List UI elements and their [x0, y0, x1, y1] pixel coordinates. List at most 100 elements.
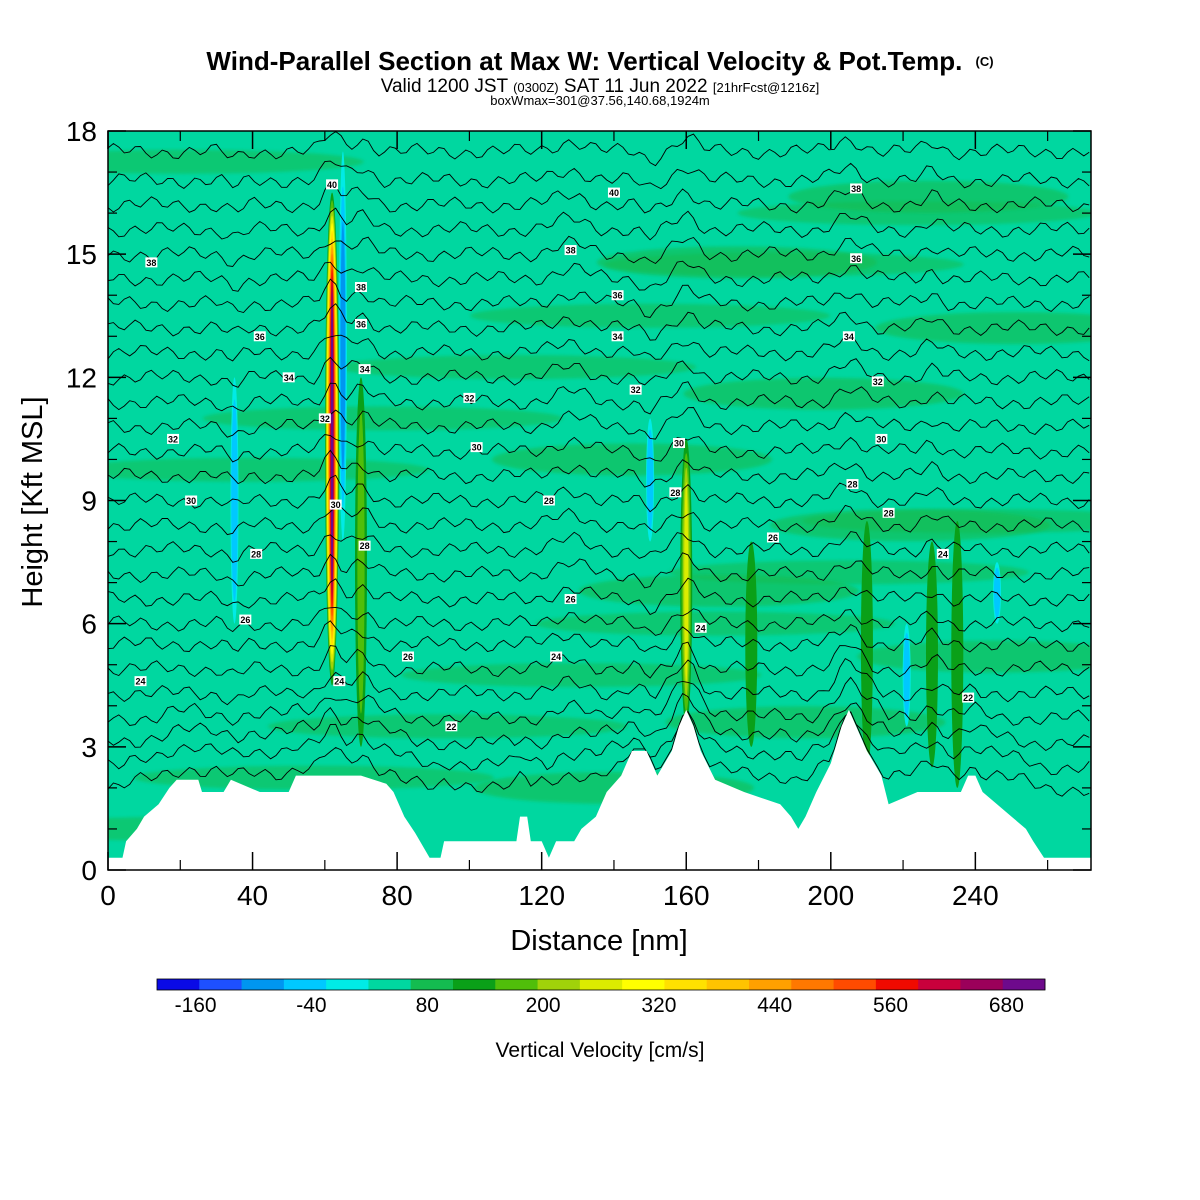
theta-contour — [108, 407, 1090, 440]
colorbar-swatch — [664, 979, 708, 990]
contour-label-bg — [882, 507, 895, 518]
contour-label-text: 36 — [851, 254, 861, 264]
contour-label-text: 24 — [938, 549, 948, 559]
contour-label: 38 — [145, 257, 158, 268]
contour-label: 28 — [882, 507, 895, 518]
updraft-level — [860, 521, 873, 768]
contour-label-bg — [134, 676, 147, 687]
contour-labels: 38 36 34 32 30 28 26 24 40 38 36 34 32 30 28 24 26 22 32 30… — [134, 179, 975, 732]
contour-label-bg — [463, 392, 476, 403]
updraft-column — [680, 438, 693, 727]
contour-label-text: 32 — [631, 385, 641, 395]
contour-label-text: 26 — [768, 533, 778, 543]
colorbar-swatch — [368, 979, 412, 990]
contour-label-bg — [564, 245, 577, 256]
contour-label-text: 38 — [851, 184, 861, 194]
theta-contour — [108, 260, 1090, 292]
contour-label: 26 — [766, 532, 779, 543]
contour-label: 24 — [936, 548, 949, 559]
contour-label-text: 28 — [884, 508, 894, 518]
contour-label: 30 — [185, 495, 198, 506]
contour-label: 26 — [401, 651, 414, 662]
colorbar-swatch — [537, 979, 581, 990]
y-tick-label: 12 — [66, 362, 97, 393]
terrain — [108, 709, 1091, 870]
contour-label-text: 28 — [544, 496, 554, 506]
contour-label: 30 — [329, 499, 342, 510]
colorbar-tick-label: -160 — [175, 994, 217, 1017]
contour-label: 30 — [875, 433, 888, 444]
contour-label: 32 — [871, 376, 884, 387]
colorbar-frame — [156, 978, 1046, 991]
contour-label-text: 24 — [136, 677, 146, 687]
contour-label-text: 24 — [334, 677, 344, 687]
contour-label-text: 22 — [963, 693, 973, 703]
contour-label-text: 30 — [186, 496, 196, 506]
contour-label-text: 38 — [356, 283, 366, 293]
colorbar-swatch — [199, 979, 242, 990]
updraft-level — [925, 541, 938, 768]
contour-label-text: 32 — [168, 434, 178, 444]
field-band — [108, 149, 364, 174]
contour-label-bg — [611, 331, 624, 342]
contour-label-text: 24 — [696, 623, 706, 633]
forecast-tag: [21hrFcst@1216z] — [713, 80, 819, 95]
theta-contour — [108, 235, 1090, 267]
contour-label-text: 28 — [251, 549, 261, 559]
contour-label-text: 30 — [674, 439, 684, 449]
theta-contour — [108, 711, 1090, 776]
terrain-fill — [108, 709, 1091, 870]
theta-contour — [108, 531, 1090, 563]
contour-label-text: 40 — [327, 180, 337, 190]
theta-contour — [108, 692, 1090, 752]
y-tick-label: 18 — [66, 116, 97, 147]
contour-label-text: 32 — [464, 393, 474, 403]
field-band — [683, 377, 964, 410]
x-tick-label: 240 — [952, 880, 999, 911]
colorbar-swatch — [622, 979, 665, 990]
field-band — [108, 457, 429, 482]
contour-label-text: 36 — [613, 291, 623, 301]
contour-label: 34 — [282, 372, 295, 383]
contour-label: 38 — [564, 245, 577, 256]
contour-label-text: 26 — [240, 615, 250, 625]
contour-label-bg — [871, 376, 884, 387]
contour-label-text: 28 — [670, 488, 680, 498]
contour-label: 36 — [850, 253, 863, 264]
updraft-column — [925, 541, 938, 768]
colorbar-swatch — [157, 979, 200, 990]
colorbar-swatch — [791, 979, 834, 990]
contour-label-bg — [239, 614, 252, 625]
contour-label-bg — [629, 384, 642, 395]
field-band — [535, 611, 896, 636]
colorbar-swatch — [326, 979, 369, 990]
colorbar-tick-label: 440 — [757, 994, 792, 1017]
theta-contour — [108, 577, 1090, 616]
updraft-level — [745, 541, 758, 747]
colorbar-swatch — [960, 979, 1004, 990]
contour-label: 28 — [542, 495, 555, 506]
contour-label-bg — [669, 487, 682, 498]
colorbar: -160 -40 80 200 320 440 560 680 — [156, 978, 1046, 1017]
colorbar-tick-label: 560 — [873, 994, 908, 1017]
downdraft-level — [903, 632, 910, 718]
contour-label: 28 — [358, 540, 371, 551]
theta-contour — [108, 641, 1090, 679]
updraft-level — [684, 482, 689, 684]
contour-label-bg — [470, 442, 483, 453]
contour-label-text: 26 — [566, 595, 576, 605]
field-band — [875, 312, 1091, 345]
contour-label: 34 — [611, 331, 624, 342]
contour-label-text: 34 — [844, 332, 854, 342]
contour-label: 38 — [850, 183, 863, 194]
field-band — [788, 180, 1069, 213]
field-band — [596, 246, 877, 279]
contour-label: 36 — [611, 290, 624, 301]
contour-label-text: 36 — [356, 319, 366, 329]
downdraft-level — [231, 399, 238, 602]
downdraft-column — [646, 418, 655, 542]
field-band — [401, 662, 762, 687]
contour-label-bg — [564, 594, 577, 605]
chart-title: Wind-Parallel Section at Max W: Vertical… — [206, 46, 993, 76]
